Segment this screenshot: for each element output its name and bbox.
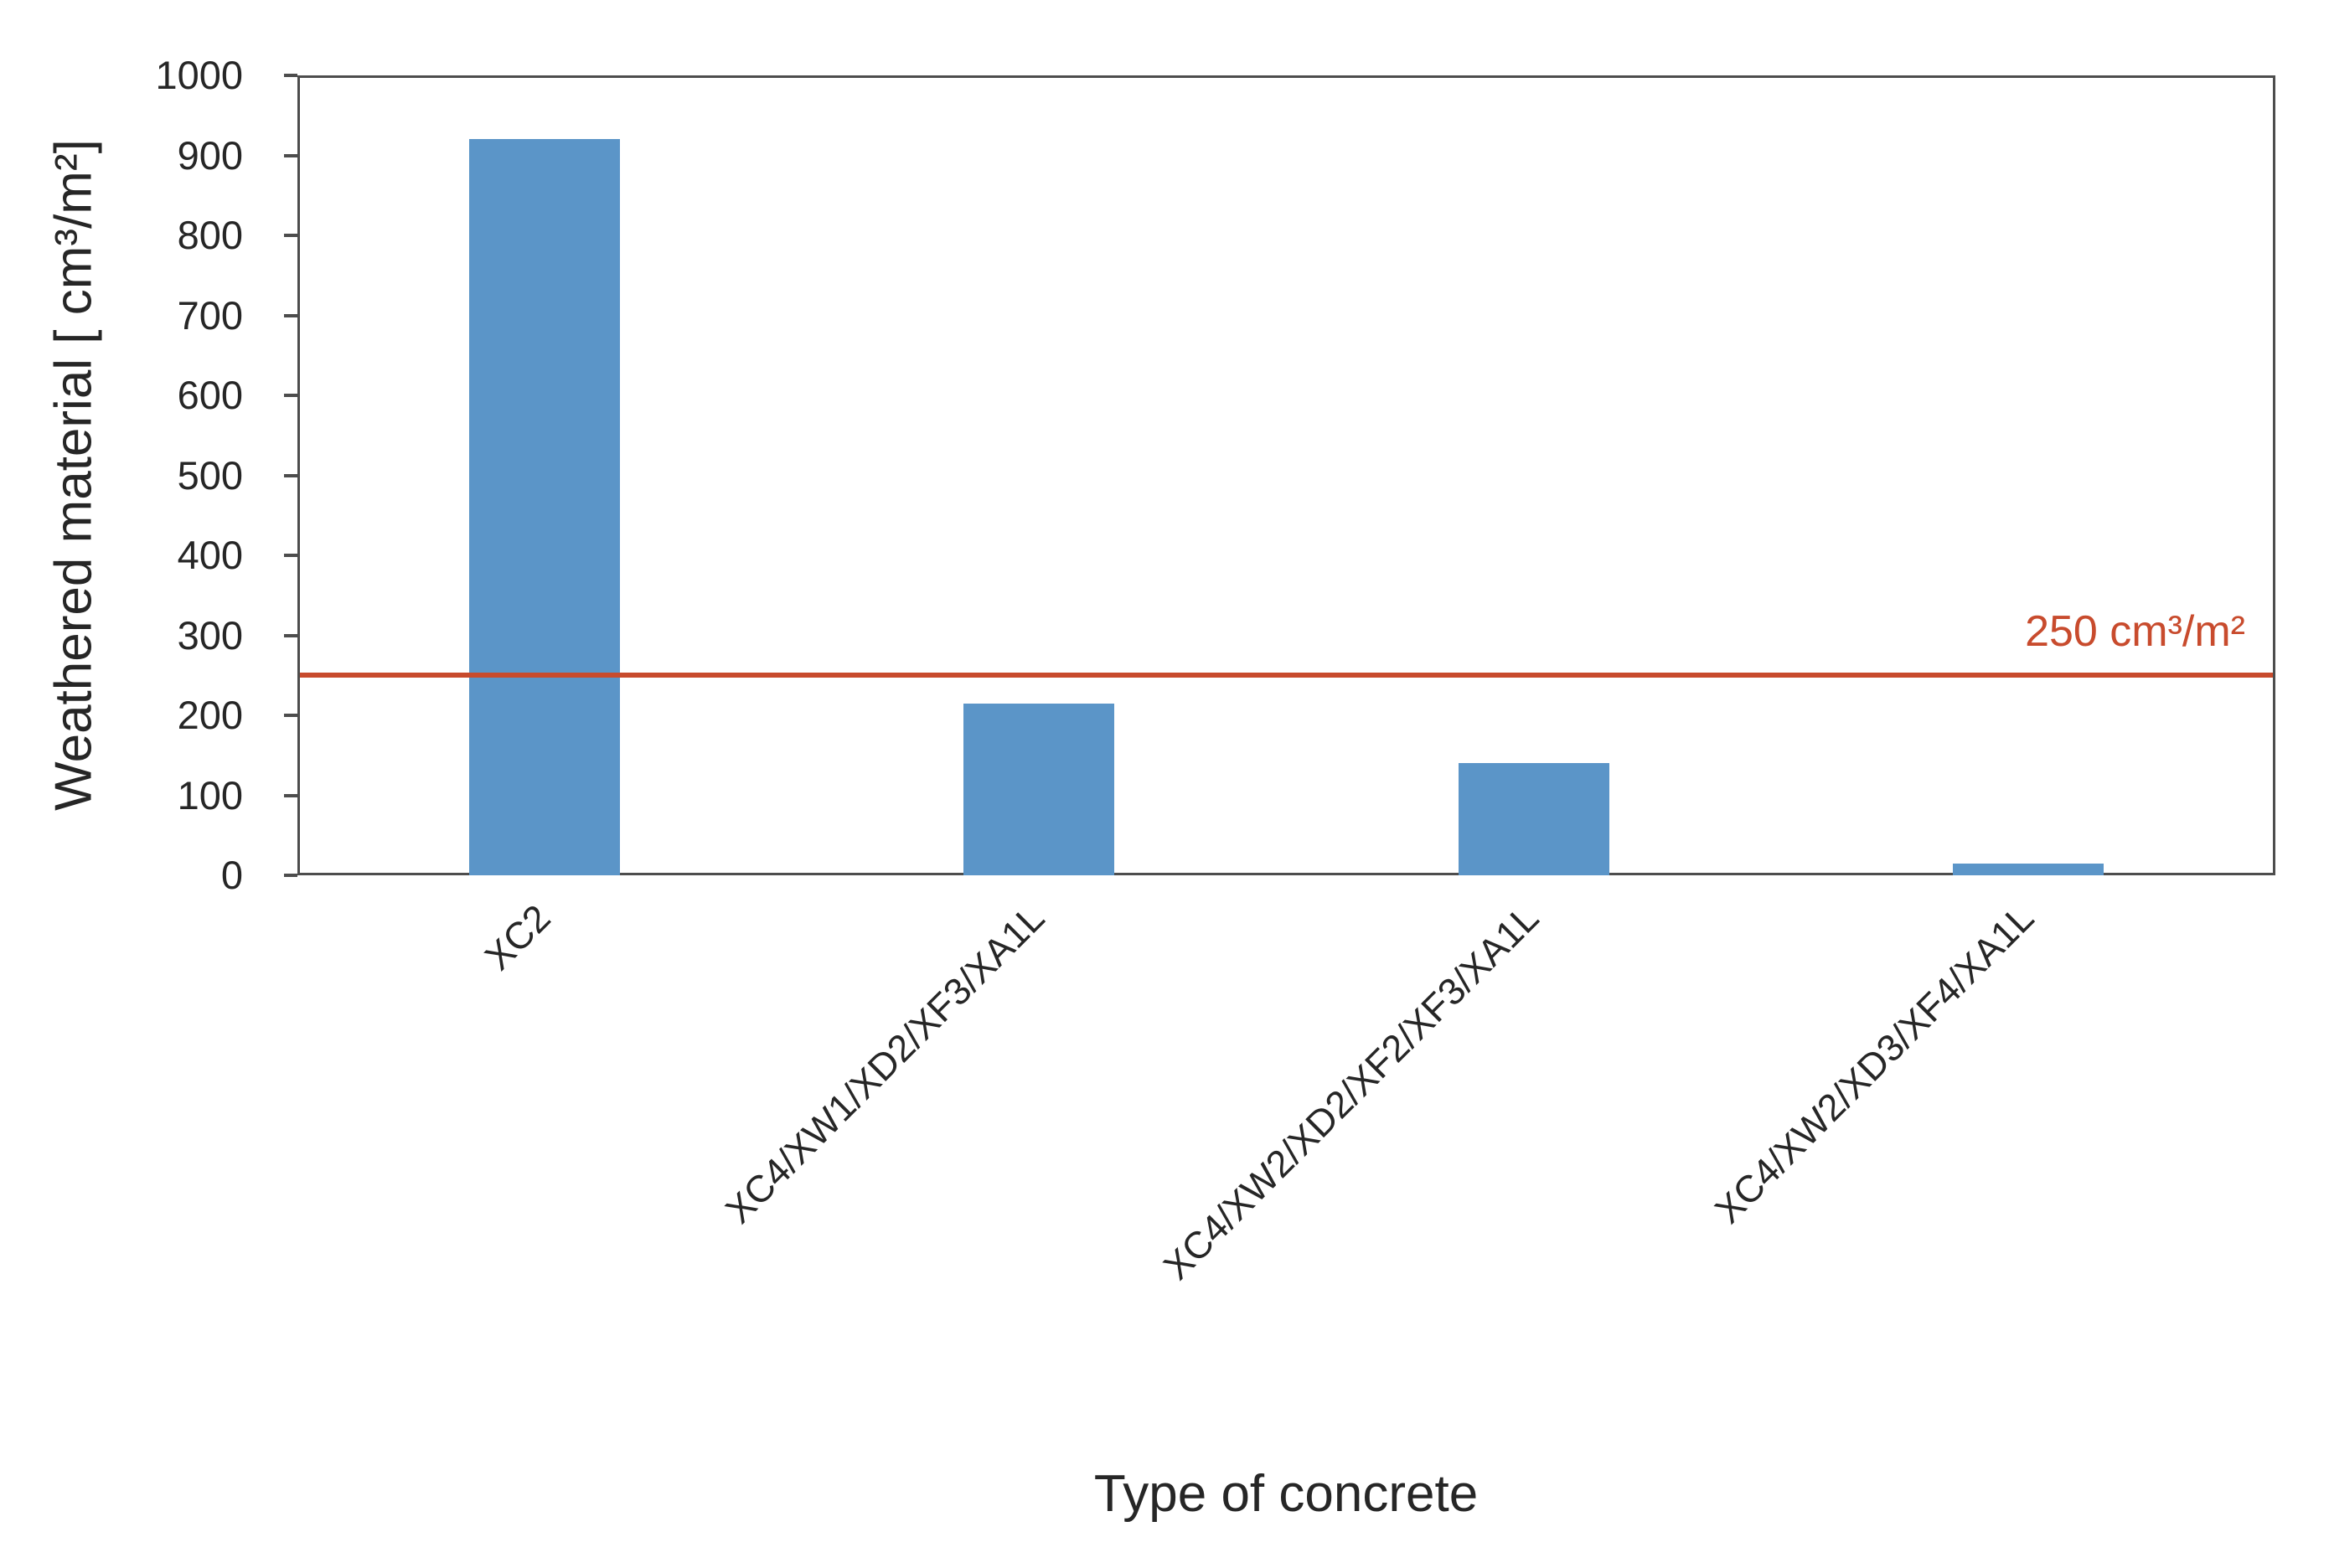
y-tick-label: 100 <box>177 772 243 818</box>
y-tick-label: 700 <box>177 292 243 338</box>
bar-XC4/XW2/XD3/XF4/XA1L <box>1952 863 2104 875</box>
y-tick-mark <box>284 394 297 397</box>
reference-line <box>300 673 2273 678</box>
x-category-label: XC4/XW2/XD2/XF2/XF3/XA1L <box>1155 896 1547 1288</box>
y-tick-mark <box>284 313 297 317</box>
bar-XC4/XW1/XD2/XF3/XA1L <box>963 703 1115 875</box>
x-category-label: XC4/XW2/XD3/XF4/XA1L <box>1706 896 2042 1232</box>
y-tick-mark <box>284 793 297 797</box>
y-tick-mark <box>284 234 297 237</box>
y-tick-label: 200 <box>177 693 243 737</box>
y-tick-label: 400 <box>177 533 243 577</box>
y-tick-label: 500 <box>177 452 243 498</box>
y-tick-mark <box>284 633 297 637</box>
x-axis-title: Type of concrete <box>1093 1465 1479 1523</box>
plot-area <box>297 75 2275 875</box>
bar-XC2 <box>469 139 621 875</box>
x-category-label: XC4/XW1/XD2/XF3/XA1L <box>717 896 1053 1232</box>
y-tick-mark <box>284 74 297 77</box>
y-tick-label: 600 <box>177 373 243 417</box>
y-tick-label: 900 <box>177 132 243 178</box>
y-axis-title: Weathered material [ cm³/m²] <box>44 139 103 811</box>
x-category-label: XC2 <box>476 896 559 978</box>
reference-line-label: 250 cm³/m² <box>2025 607 2245 656</box>
y-tick-mark <box>284 153 297 157</box>
y-tick-label: 1000 <box>155 53 243 97</box>
y-tick-mark <box>284 874 297 877</box>
y-tick-mark <box>284 714 297 717</box>
y-tick-mark <box>284 554 297 557</box>
y-tick-label: 800 <box>177 213 243 257</box>
y-tick-mark <box>284 473 297 477</box>
y-tick-label: 300 <box>177 612 243 658</box>
bar-XC4/XW2/XD2/XF2/XF3/XA1L <box>1458 763 1609 875</box>
y-tick-label: 0 <box>220 853 243 897</box>
